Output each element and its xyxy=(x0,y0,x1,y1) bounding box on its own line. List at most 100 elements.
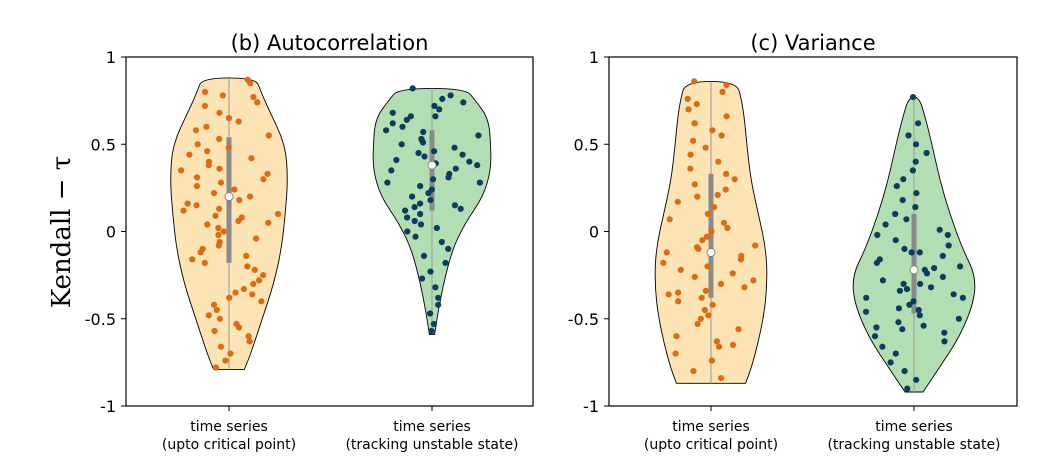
data-point xyxy=(244,263,251,270)
data-point xyxy=(457,205,464,212)
data-point xyxy=(420,128,427,136)
data-point xyxy=(895,305,903,312)
data-point xyxy=(212,212,219,219)
data-point xyxy=(718,132,725,139)
data-point xyxy=(713,338,721,345)
data-point xyxy=(690,368,697,375)
data-point xyxy=(699,237,706,244)
data-point xyxy=(703,233,711,240)
data-point xyxy=(451,144,458,151)
data-point xyxy=(735,326,742,333)
data-point xyxy=(724,224,731,232)
data-point xyxy=(737,256,745,263)
data-point xyxy=(474,162,481,169)
data-point xyxy=(906,301,913,308)
data-point xyxy=(945,242,952,249)
data-point xyxy=(912,158,919,165)
data-point xyxy=(931,265,938,272)
data-point xyxy=(409,193,416,200)
data-point xyxy=(216,165,223,172)
data-point xyxy=(717,280,725,287)
data-point xyxy=(672,350,679,357)
data-point xyxy=(411,217,418,225)
data-point xyxy=(705,312,712,319)
data-point xyxy=(873,259,881,266)
data-point xyxy=(236,197,243,204)
data-point xyxy=(211,327,218,335)
data-point xyxy=(250,94,257,101)
data-point xyxy=(254,99,261,106)
data-point xyxy=(677,266,684,273)
data-point xyxy=(917,280,924,287)
data-point xyxy=(197,249,204,256)
data-point xyxy=(893,183,900,190)
data-point xyxy=(899,326,906,333)
data-point xyxy=(913,190,920,197)
data-point xyxy=(475,132,482,139)
data-point xyxy=(862,308,870,315)
data-point xyxy=(398,141,405,148)
data-point xyxy=(708,228,715,235)
data-point xyxy=(274,210,282,218)
data-point xyxy=(722,186,729,193)
data-point xyxy=(905,132,912,139)
data-point xyxy=(243,252,250,259)
data-point xyxy=(435,301,442,308)
data-point xyxy=(417,210,424,218)
data-point xyxy=(439,95,446,102)
data-point xyxy=(220,228,227,235)
data-point xyxy=(939,273,947,280)
data-point xyxy=(904,385,911,392)
data-point xyxy=(916,312,923,319)
data-point xyxy=(915,306,922,314)
data-point xyxy=(203,123,210,130)
data-point xyxy=(442,259,449,266)
data-point xyxy=(428,327,435,335)
data-point xyxy=(896,287,904,294)
data-point xyxy=(411,204,418,211)
data-point xyxy=(874,231,881,239)
data-point xyxy=(741,284,748,291)
data-point xyxy=(180,207,187,214)
data-point xyxy=(402,207,409,214)
data-point xyxy=(256,277,263,284)
data-point xyxy=(684,95,691,102)
data-point xyxy=(251,266,258,273)
data-point xyxy=(193,183,200,190)
data-point xyxy=(178,167,185,174)
data-point xyxy=(248,155,255,162)
data-point xyxy=(912,141,920,148)
data-point xyxy=(184,200,191,207)
data-point xyxy=(216,135,223,143)
data-point xyxy=(240,286,247,293)
data-point xyxy=(915,120,922,127)
data-point xyxy=(216,205,223,212)
data-point xyxy=(246,338,253,345)
data-point xyxy=(674,198,681,205)
data-point xyxy=(704,210,712,218)
data-point xyxy=(425,190,432,197)
data-point xyxy=(466,158,473,165)
data-point xyxy=(694,320,701,328)
data-point xyxy=(708,357,716,364)
data-point xyxy=(909,167,917,174)
data-point xyxy=(192,127,200,134)
data-point xyxy=(432,284,439,291)
data-point xyxy=(879,277,887,284)
median-marker xyxy=(909,265,919,275)
data-point xyxy=(698,294,705,301)
data-point xyxy=(435,294,442,301)
data-point xyxy=(427,197,434,204)
data-point xyxy=(693,101,700,108)
data-point xyxy=(752,242,759,249)
data-point xyxy=(250,280,257,287)
data-point xyxy=(723,113,730,120)
data-point xyxy=(431,148,438,155)
data-point xyxy=(417,200,424,207)
data-point xyxy=(920,322,927,329)
data-point xyxy=(404,228,411,235)
data-point xyxy=(212,364,220,371)
data-point xyxy=(673,333,680,340)
median-marker xyxy=(224,192,234,202)
x-tick-label: time series (tracking unstable state) xyxy=(345,419,518,453)
